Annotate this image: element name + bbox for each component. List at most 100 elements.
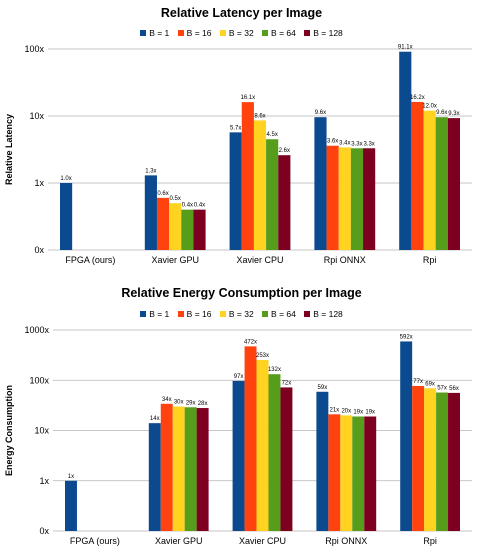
legend-swatch <box>304 29 311 36</box>
bar <box>148 423 161 531</box>
x-tick-label: Rpi <box>423 255 437 265</box>
data-label: 0.6x <box>157 191 168 197</box>
data-label: 4.5x <box>266 132 277 138</box>
bar <box>65 480 77 531</box>
legend-label: B = 128 <box>313 27 343 38</box>
y-tick-label: 1000x <box>24 325 49 335</box>
bar <box>328 414 341 531</box>
data-label: 1x <box>68 474 74 480</box>
legend-label: B = 1 <box>149 308 170 319</box>
bar <box>436 392 449 531</box>
bar <box>244 346 257 531</box>
data-label: 8.6x <box>254 113 265 119</box>
data-label: 19x <box>353 409 363 415</box>
bar <box>232 380 245 531</box>
data-label: 59x <box>318 385 328 391</box>
legend-item: B = 16 <box>177 27 211 38</box>
energy-chart: Relative Energy Consumption per Image B … <box>0 278 483 550</box>
data-label: 34x <box>162 397 172 403</box>
x-tick-label: Xavier CPU <box>236 255 283 265</box>
bar <box>172 406 185 531</box>
latency-chart: Relative Latency per Image B = 1 B = 16 … <box>0 6 483 265</box>
legend-label: B = 1 <box>149 27 170 38</box>
data-label: 132x <box>268 367 281 373</box>
data-label: 9.3x <box>448 111 459 117</box>
data-label: 77x <box>413 379 423 385</box>
data-label: 3.4x <box>339 140 350 146</box>
bar <box>253 120 267 250</box>
y-tick-label: 10x <box>34 426 49 436</box>
bar <box>448 392 460 531</box>
bar <box>423 110 436 250</box>
legend-item: B = 64 <box>262 308 296 319</box>
y-tick-label: 0x <box>34 245 44 255</box>
x-tick-label: Rpi ONNX <box>324 255 366 265</box>
data-label: 97x <box>234 374 244 380</box>
bar <box>435 117 448 250</box>
data-label: 57x <box>437 386 447 392</box>
legend-item: B = 1 <box>140 308 169 319</box>
legend-swatch <box>140 310 147 317</box>
bar <box>326 145 339 250</box>
bar <box>229 132 242 250</box>
legend-item: B = 16 <box>177 308 211 319</box>
bar <box>196 408 209 531</box>
data-label: 0.5x <box>170 196 181 202</box>
data-label: 0.4x <box>182 203 193 209</box>
y-tick-label: 1x <box>34 178 44 188</box>
data-label: 2.6x <box>279 148 290 154</box>
data-label: 14x <box>150 416 160 422</box>
bar <box>184 407 197 531</box>
bar <box>447 118 460 251</box>
x-tick-label: Rpi <box>423 536 437 546</box>
energy-plot: 0x 1x 10x 100x 1000x Energy Consumption FPGA (… <box>4 325 472 546</box>
y-tick-label: 100x <box>24 44 44 54</box>
x-tick-label: Xavier GPU <box>151 255 199 265</box>
data-label: 1.3x <box>145 168 156 174</box>
bar <box>363 148 376 250</box>
legend-item: B = 64 <box>262 27 296 38</box>
legend-label: B = 32 <box>228 308 254 319</box>
legend-item: B = 32 <box>219 308 254 319</box>
bar <box>314 117 327 250</box>
legend-swatch <box>219 310 226 317</box>
data-label: 19x <box>365 409 375 415</box>
legend-swatch <box>177 310 184 317</box>
data-label: 592x <box>400 334 413 340</box>
legend-swatch <box>262 310 269 317</box>
bar <box>364 416 377 531</box>
data-label: 20x <box>341 408 351 414</box>
y-tick-label: 10x <box>29 111 44 121</box>
bar <box>400 341 413 531</box>
x-tick-label: Xavier CPU <box>239 536 286 546</box>
bar <box>241 102 254 250</box>
bar <box>338 147 351 250</box>
data-label: 21x <box>329 407 339 413</box>
bar <box>412 385 425 531</box>
legend-swatch <box>262 29 269 36</box>
bar <box>256 359 269 531</box>
legend-swatch <box>177 29 184 36</box>
bar <box>156 197 170 250</box>
data-label: 91.1x <box>398 45 413 51</box>
bar <box>399 51 412 251</box>
legend-item: B = 32 <box>219 27 254 38</box>
bar <box>278 155 291 250</box>
bar <box>169 203 182 250</box>
latency-plot: 0x 1x 10x 100x Relative Latency FPGA (ours) 1.… <box>4 44 472 265</box>
x-tick-label: FPGA (ours) <box>65 255 115 265</box>
bar <box>266 139 279 250</box>
bar <box>160 403 173 531</box>
bar <box>424 388 437 531</box>
data-label: 12.0x <box>422 104 437 110</box>
chart-legend: B = 1 B = 16 B = 32 B = 64 B = 128 <box>0 308 483 319</box>
chart-title: Relative Latency per Image <box>160 6 323 20</box>
bar <box>316 391 329 531</box>
y-axis-title: Energy Consumption <box>4 385 14 476</box>
chart-legend: B = 1 B = 16 B = 32 B = 64 B = 128 <box>0 27 483 38</box>
bar <box>340 415 353 531</box>
data-label: 472x <box>244 339 257 345</box>
data-label: 16.2x <box>410 95 425 101</box>
data-label: 3.6x <box>327 139 338 145</box>
data-label: 29x <box>186 400 196 406</box>
